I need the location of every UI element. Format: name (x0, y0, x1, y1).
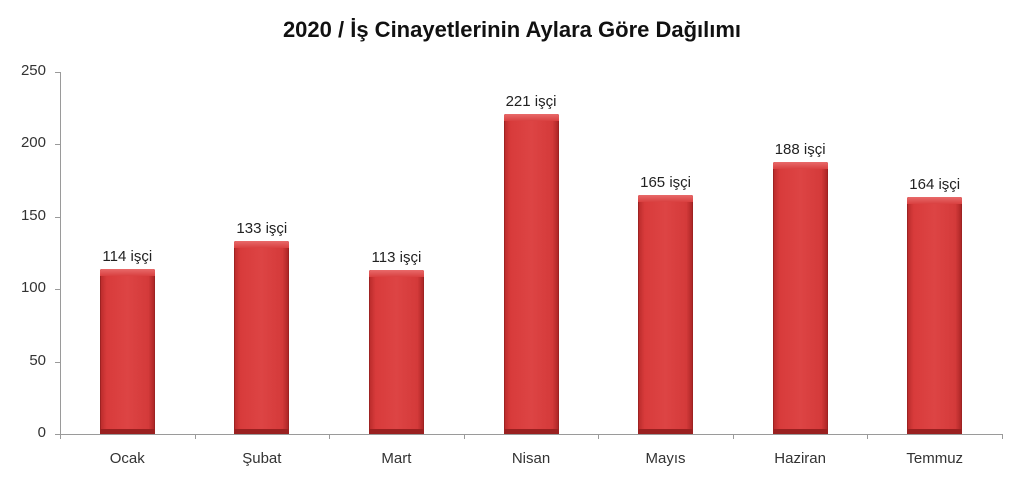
y-tick-label: 0 (37, 424, 46, 441)
y-tick-label: 100 (20, 279, 46, 297)
x-tick-label: Nisan (511, 450, 551, 467)
y-tick-mark (55, 216, 60, 218)
bar-temmuz (907, 196, 963, 435)
data-label: 164 işçi (909, 175, 961, 193)
y-axis (60, 72, 61, 435)
x-tick-mark (463, 434, 465, 439)
x-tick-label: Temmuz (906, 450, 964, 467)
x-tick-mark (1002, 434, 1003, 439)
y-tick-mark (55, 144, 60, 146)
x-tick-mark (867, 434, 869, 439)
y-tick-label: 50 (29, 351, 46, 369)
y-tick-label: 250 (20, 62, 46, 79)
y-tick-label: 200 (20, 134, 46, 152)
y-tick-mark (55, 361, 60, 363)
data-label: 113 işçi (371, 249, 422, 267)
x-tick-mark (598, 434, 600, 439)
x-tick-mark (194, 434, 196, 439)
y-tick-mark (55, 72, 60, 73)
y-tick-mark (55, 289, 60, 291)
x-tick-mark (329, 434, 331, 439)
y-tick-mark (55, 434, 60, 435)
x-axis (60, 434, 1002, 435)
x-tick-label: Şubat (242, 450, 282, 467)
bar-haziran (772, 161, 828, 435)
data-label: 114 işçi (102, 247, 153, 265)
chart-title: 2020 / İş Cinayetlerinin Aylara Göre Dağ… (282, 17, 742, 42)
bar-nisan (503, 113, 559, 434)
x-tick-mark (60, 434, 61, 439)
x-tick-label: Ocak (109, 450, 145, 467)
bar-mart (368, 270, 424, 434)
data-label: 133 işçi (236, 220, 288, 238)
y-tick-label: 150 (20, 206, 46, 224)
data-label: 188 işçi (774, 140, 826, 158)
x-tick-label: Haziran (774, 450, 826, 467)
bar-şubat (234, 241, 290, 434)
bar-mayıs (638, 195, 694, 434)
x-tick-label: Mayıs (645, 450, 686, 467)
data-label: 165 işçi (640, 174, 691, 192)
data-label: 221 işçi (505, 92, 557, 110)
x-tick-label: Mart (381, 450, 412, 467)
bar-ocak (99, 268, 155, 435)
x-tick-mark (732, 434, 734, 439)
